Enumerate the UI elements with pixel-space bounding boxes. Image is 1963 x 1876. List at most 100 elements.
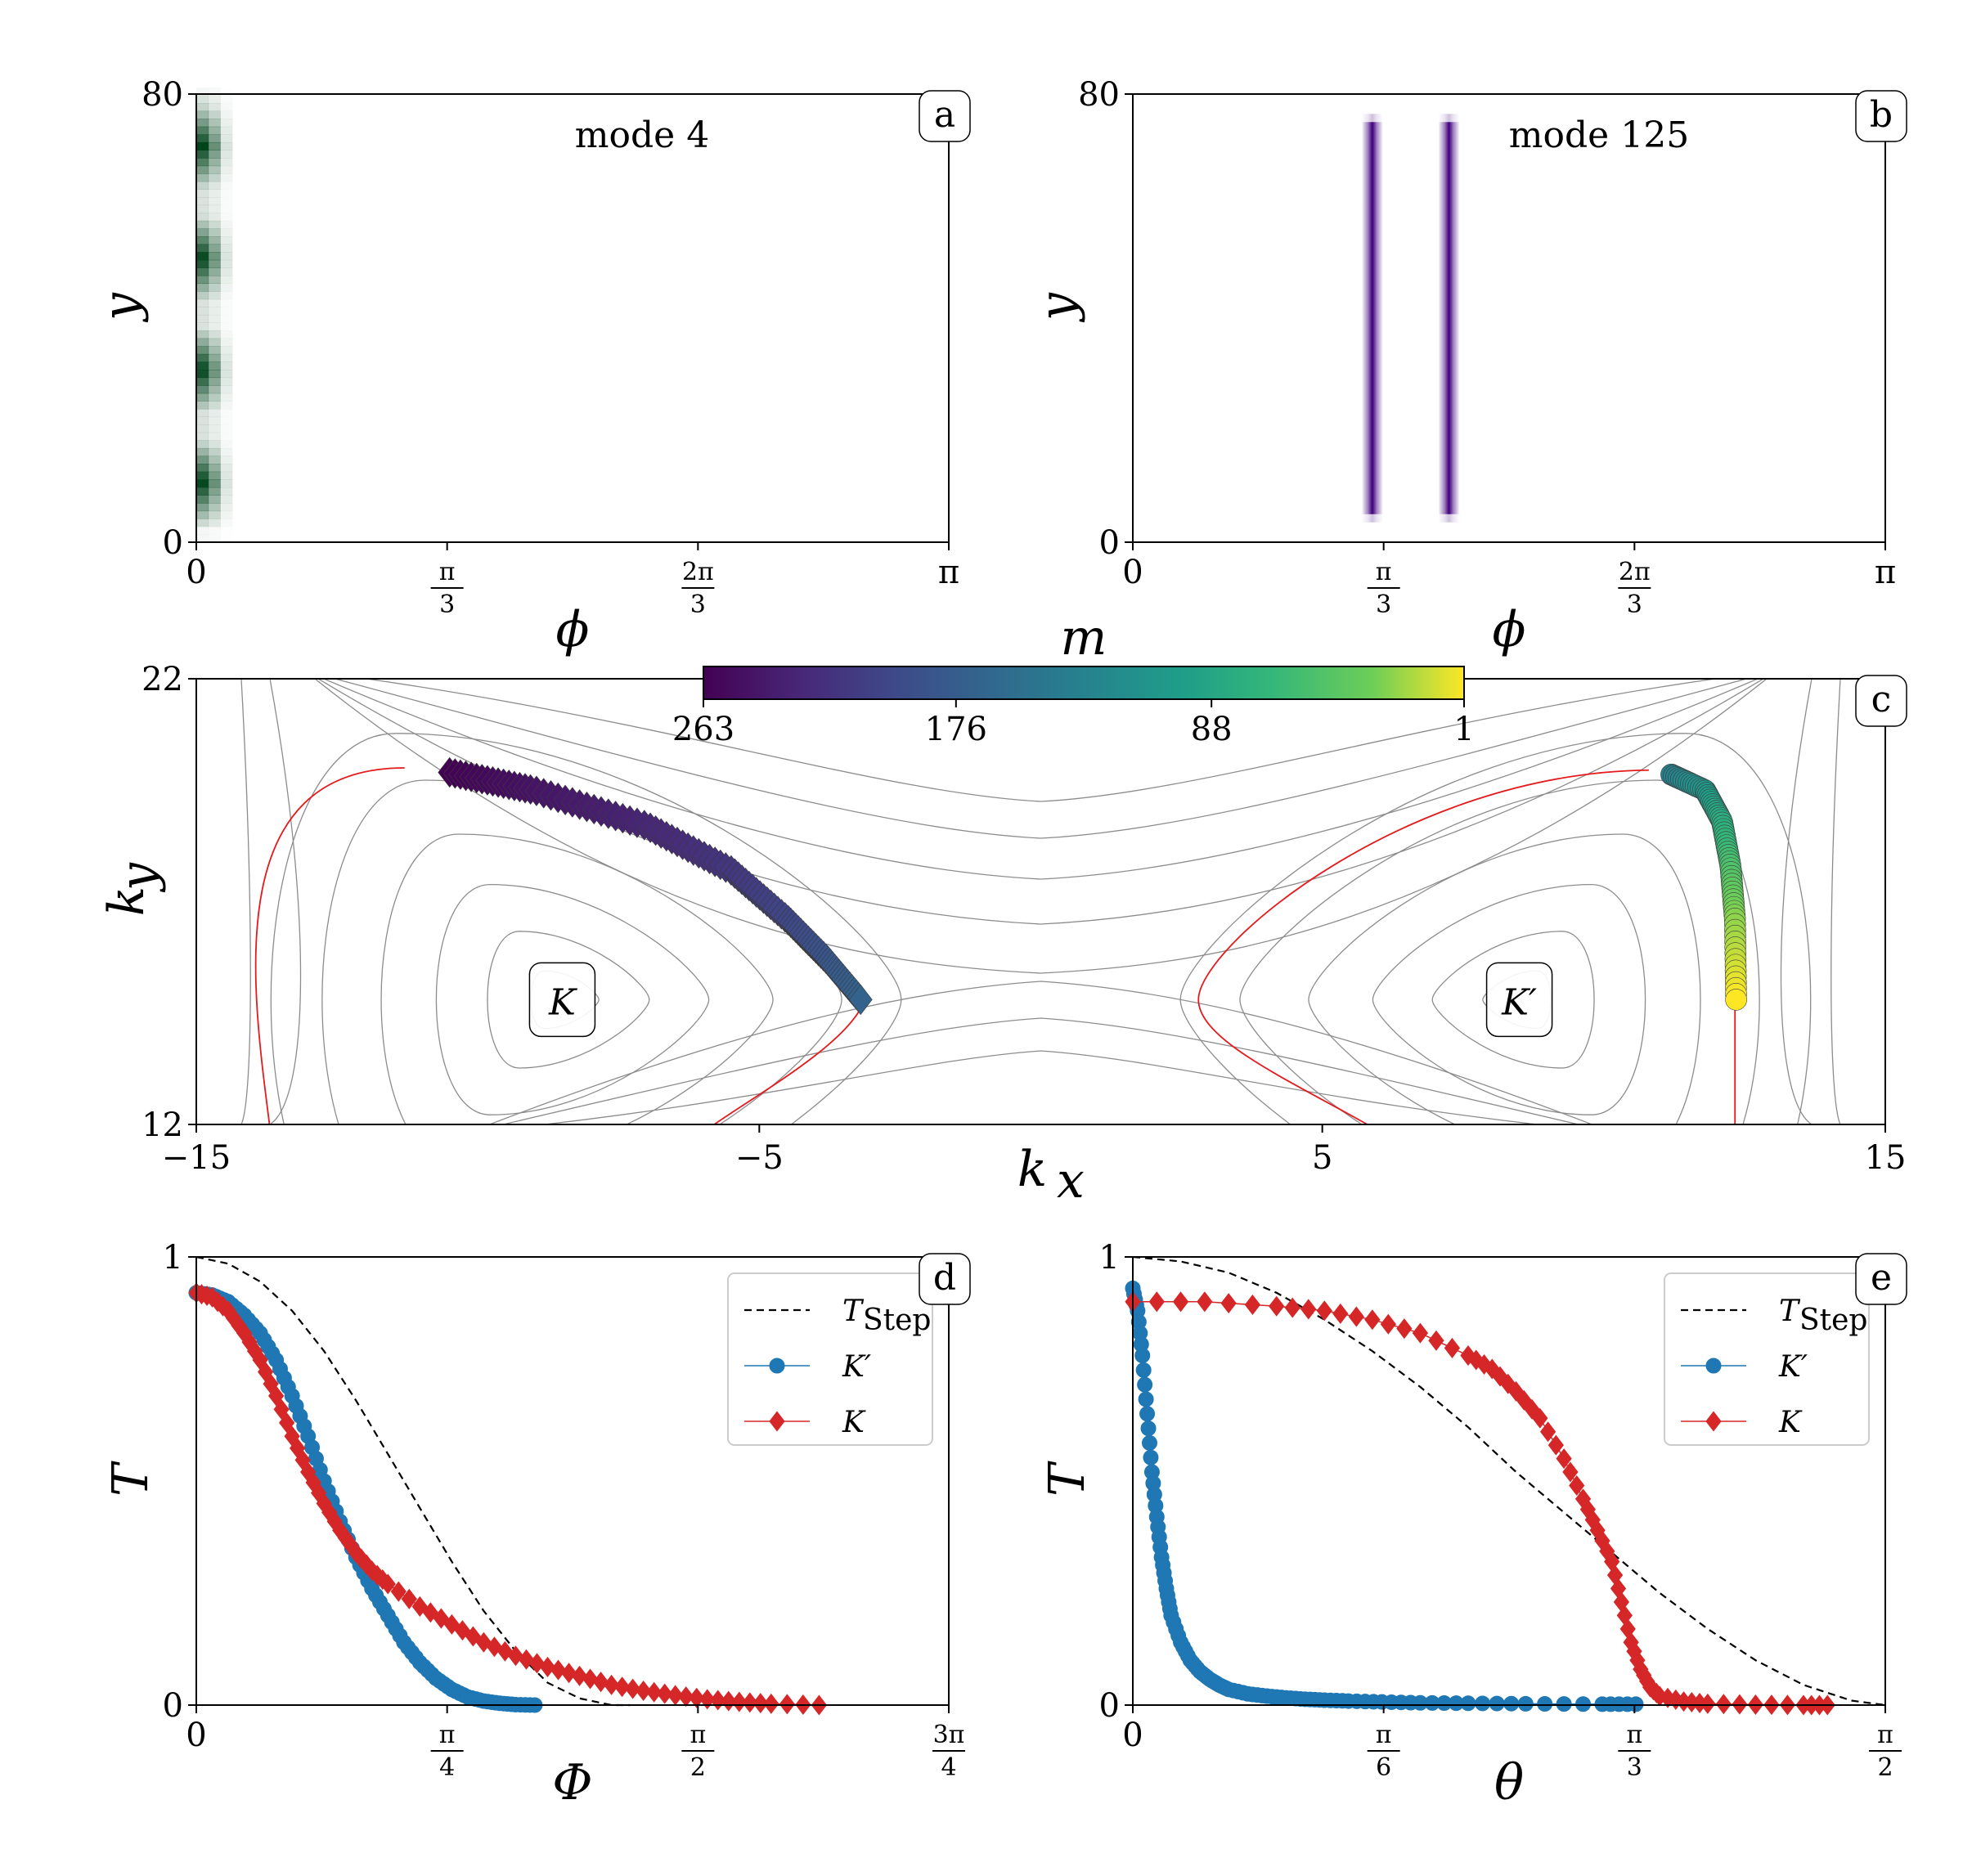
data-point bbox=[518, 1649, 535, 1670]
colorbar-tick-label: 88 bbox=[1191, 711, 1233, 748]
x-tick-numerator: π bbox=[1877, 1721, 1893, 1749]
energy-contour bbox=[1372, 883, 1646, 1115]
heatmap-cell bbox=[196, 275, 209, 285]
heatmap-cell bbox=[208, 353, 221, 362]
heatmap-cell bbox=[220, 479, 233, 488]
data-point bbox=[1140, 1420, 1157, 1437]
heatmap-cell bbox=[208, 291, 221, 300]
series-K bbox=[438, 756, 873, 1016]
heatmap-cell bbox=[208, 150, 221, 159]
heatmap-cell bbox=[208, 141, 221, 150]
heatmap-cell bbox=[220, 433, 232, 441]
heatmap-cell bbox=[196, 87, 209, 96]
heatmap-cell bbox=[209, 527, 221, 535]
data-point bbox=[582, 1668, 599, 1690]
x-tick-label: 5 bbox=[1312, 1139, 1332, 1177]
data-point bbox=[1700, 1693, 1716, 1714]
panel-label-a: a bbox=[934, 94, 955, 136]
heatmap-cell bbox=[208, 322, 221, 331]
data-point bbox=[689, 1687, 705, 1708]
heatmap-cell bbox=[220, 220, 233, 229]
data-point bbox=[1134, 1348, 1151, 1364]
heatmap-cell bbox=[208, 119, 221, 128]
x-tick-denominator: 2 bbox=[690, 1753, 706, 1782]
x-axis-label: θ bbox=[1494, 1754, 1524, 1811]
panel-label-d: d bbox=[933, 1257, 956, 1299]
heatmap-cell bbox=[220, 134, 233, 143]
heatmap-cell bbox=[220, 471, 233, 480]
heatmap-cell bbox=[196, 102, 209, 112]
heatmap-cell bbox=[208, 110, 221, 119]
heatmap-stripe bbox=[1361, 122, 1383, 514]
heatmap-cell bbox=[208, 220, 221, 229]
data-point bbox=[1412, 1322, 1429, 1344]
heatmap-cell bbox=[220, 110, 233, 119]
data-point bbox=[1141, 1434, 1157, 1451]
legend-box bbox=[727, 1272, 933, 1446]
legend-marker bbox=[769, 1358, 785, 1374]
heatmap-cell bbox=[196, 95, 209, 104]
x-tick-denominator: 3 bbox=[1376, 590, 1391, 619]
heatmap-cell bbox=[196, 416, 209, 425]
heatmap-cell bbox=[220, 182, 232, 190]
data-point bbox=[1539, 1421, 1556, 1443]
data-point bbox=[1725, 989, 1747, 1011]
heatmap-cell bbox=[208, 173, 221, 182]
data-point bbox=[1300, 1299, 1317, 1320]
x-tick-numerator: π bbox=[1376, 1721, 1392, 1749]
heatmap-cell bbox=[220, 487, 233, 496]
heatmap-cell bbox=[208, 393, 221, 402]
panel-label-e: e bbox=[1871, 1257, 1892, 1299]
series-T_Step bbox=[195, 1255, 631, 1707]
heatmap-cell bbox=[208, 236, 221, 245]
data-point bbox=[1332, 1303, 1349, 1324]
heatmap-cell bbox=[208, 361, 221, 370]
y-tick-label: 1 bbox=[1099, 1239, 1120, 1277]
heatmap-cell bbox=[220, 95, 232, 103]
heatmap-cell bbox=[208, 370, 221, 379]
heatmap-cell bbox=[220, 252, 233, 261]
heatmap-cell bbox=[220, 495, 233, 504]
x-tick-label: 0 bbox=[186, 1717, 206, 1754]
heatmap-cell bbox=[196, 408, 209, 418]
heatmap-cell bbox=[220, 307, 232, 315]
legend-label: T bbox=[842, 1295, 865, 1328]
heatmap-cell bbox=[220, 361, 233, 370]
data-point bbox=[1537, 1695, 1553, 1712]
heatmap-cell bbox=[208, 432, 221, 441]
legend-marker bbox=[769, 1411, 785, 1432]
y-tick-label: 22 bbox=[141, 661, 183, 698]
heatmap-cell bbox=[220, 330, 233, 339]
panel-label-box bbox=[1855, 90, 1907, 142]
heatmap-cell bbox=[220, 299, 232, 307]
heatmap-cell bbox=[220, 213, 232, 221]
data-point bbox=[1628, 1696, 1644, 1712]
data-point bbox=[1547, 1434, 1564, 1456]
heatmap-cell bbox=[196, 291, 209, 300]
heatmap-cell bbox=[208, 228, 221, 237]
heatmap-cell bbox=[196, 110, 209, 119]
data-point bbox=[278, 1412, 295, 1434]
saddle-contour-top bbox=[314, 679, 1768, 974]
y-axis-label: T bbox=[102, 1461, 159, 1497]
data-point bbox=[779, 1694, 795, 1715]
heatmap-cell bbox=[196, 165, 209, 174]
heatmap-cell bbox=[208, 456, 221, 465]
heatmap-cell bbox=[208, 377, 221, 386]
data-point bbox=[1532, 1407, 1548, 1429]
heatmap-cell bbox=[208, 314, 221, 323]
heatmap-cell bbox=[208, 518, 221, 527]
heatmap-cell bbox=[220, 346, 233, 355]
heatmap-cell bbox=[220, 291, 233, 300]
edge-contour bbox=[240, 679, 251, 1124]
x-tick-numerator: 3π bbox=[933, 1721, 965, 1749]
y-tick-label: 0 bbox=[163, 524, 183, 562]
heatmap-cell bbox=[208, 346, 221, 355]
data-point bbox=[1475, 1695, 1491, 1712]
legend-label: T bbox=[1779, 1295, 1801, 1328]
data-point bbox=[507, 1645, 524, 1667]
heatmap-cell bbox=[220, 103, 232, 111]
heatmap-cell bbox=[220, 534, 232, 542]
data-point bbox=[848, 984, 873, 1016]
heatmap-cell bbox=[196, 534, 209, 543]
